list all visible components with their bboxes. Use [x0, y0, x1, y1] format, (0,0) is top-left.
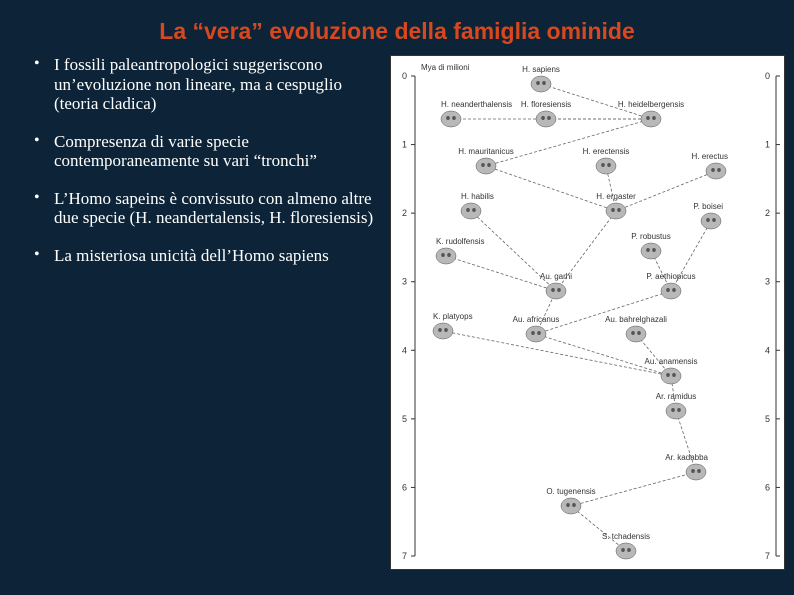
svg-text:2: 2	[402, 208, 407, 218]
svg-text:5: 5	[402, 414, 407, 424]
svg-text:6: 6	[765, 482, 770, 492]
svg-text:4: 4	[402, 345, 407, 355]
svg-text:0: 0	[402, 71, 407, 81]
chart-column: Mya di milioni 0 0 1 1 2 2 3 3 4 4 5 5 6 6 7 7 H. sapiens…	[390, 55, 785, 570]
svg-text:H. erectus: H. erectus	[692, 152, 728, 161]
svg-text:Mya di milioni: Mya di milioni	[421, 63, 470, 72]
svg-text:3: 3	[402, 277, 407, 287]
svg-text:P. boisei: P. boisei	[693, 202, 723, 211]
svg-text:5: 5	[765, 414, 770, 424]
svg-text:O. tugenensis: O. tugenensis	[546, 487, 595, 496]
svg-text:2: 2	[765, 208, 770, 218]
svg-text:4: 4	[765, 345, 770, 355]
svg-text:H. habilis: H. habilis	[461, 192, 494, 201]
bullet-list: I fossili paleantropologici suggeriscono…	[32, 55, 384, 265]
svg-text:H. heidelbergensis: H. heidelbergensis	[618, 100, 684, 109]
svg-text:6: 6	[402, 482, 407, 492]
svg-text:1: 1	[765, 140, 770, 150]
svg-text:Au. bahrelghazali: Au. bahrelghazali	[605, 315, 667, 324]
svg-text:7: 7	[402, 551, 407, 561]
svg-text:Ar. kadabba: Ar. kadabba	[665, 453, 708, 462]
svg-text:Au. africanus: Au. africanus	[513, 315, 560, 324]
bullet-item: La misteriosa unicità dell’Homo sapiens	[32, 246, 384, 266]
svg-text:Ar. ramidus: Ar. ramidus	[656, 392, 696, 401]
svg-text:7: 7	[765, 551, 770, 561]
svg-text:1: 1	[402, 140, 407, 150]
bullet-item: Compresenza di varie specie contemporane…	[32, 132, 384, 171]
svg-text:0: 0	[765, 71, 770, 81]
svg-text:S. tchadensis: S. tchadensis	[602, 532, 650, 541]
slide-title: La “vera” evoluzione della famiglia omin…	[0, 0, 794, 55]
svg-text:P. robustus: P. robustus	[631, 232, 670, 241]
svg-text:P. aethiopicus: P. aethiopicus	[646, 272, 695, 281]
svg-text:H. sapiens: H. sapiens	[522, 65, 560, 74]
svg-text:H. erectensis: H. erectensis	[583, 147, 630, 156]
svg-text:Au. anamensis: Au. anamensis	[645, 357, 698, 366]
svg-text:K. platyops: K. platyops	[433, 312, 473, 321]
svg-text:Au. garhi: Au. garhi	[540, 272, 572, 281]
svg-text:H. floresiensis: H. floresiensis	[521, 100, 571, 109]
phylogeny-chart: Mya di milioni 0 0 1 1 2 2 3 3 4 4 5 5 6 6 7 7 H. sapiens…	[390, 55, 785, 570]
svg-text:3: 3	[765, 277, 770, 287]
svg-text:K. rudolfensis: K. rudolfensis	[436, 237, 484, 246]
svg-text:H. neanderthalensis: H. neanderthalensis	[441, 100, 512, 109]
chart-svg: Mya di milioni 0 0 1 1 2 2 3 3 4 4 5 5 6 6 7 7 H. sapiens…	[391, 56, 786, 571]
slide-content: I fossili paleantropologici suggeriscono…	[0, 55, 794, 570]
svg-text:H. mauritanicus: H. mauritanicus	[458, 147, 514, 156]
bullet-item: I fossili paleantropologici suggeriscono…	[32, 55, 384, 114]
text-column: I fossili paleantropologici suggeriscono…	[32, 55, 384, 570]
svg-text:H. ergaster: H. ergaster	[596, 192, 636, 201]
bullet-item: L’Homo sapeins è convissuto con almeno a…	[32, 189, 384, 228]
